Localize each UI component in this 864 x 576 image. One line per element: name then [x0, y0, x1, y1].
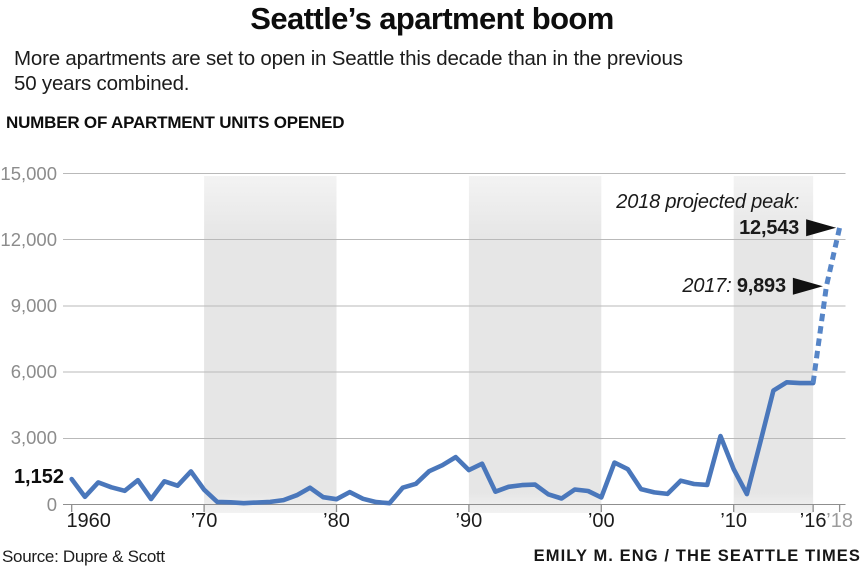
axis-title: NUMBER OF APARTMENT UNITS OPENED [6, 113, 345, 132]
author-credit: EMILY M. ENG / THE SEATTLE TIMES [533, 547, 861, 565]
subtitle-line-2: 50 years combined. [14, 72, 190, 95]
projection-line [810, 227, 843, 384]
decade-band [204, 176, 337, 513]
annotation-arrow-icon [792, 277, 823, 295]
annotation-arrow-icon [806, 219, 837, 237]
decade-band [468, 176, 602, 513]
series-line [69, 379, 816, 506]
chart-subtitle: More apartments are set to open in Seatt… [14, 46, 824, 96]
subtitle-line-1: More apartments are set to open in Seatt… [14, 47, 683, 70]
decade-band [733, 176, 814, 513]
source-credit: Source: Dupre & Scott [2, 547, 165, 566]
page-title: Seattle’s apartment boom [250, 1, 614, 36]
